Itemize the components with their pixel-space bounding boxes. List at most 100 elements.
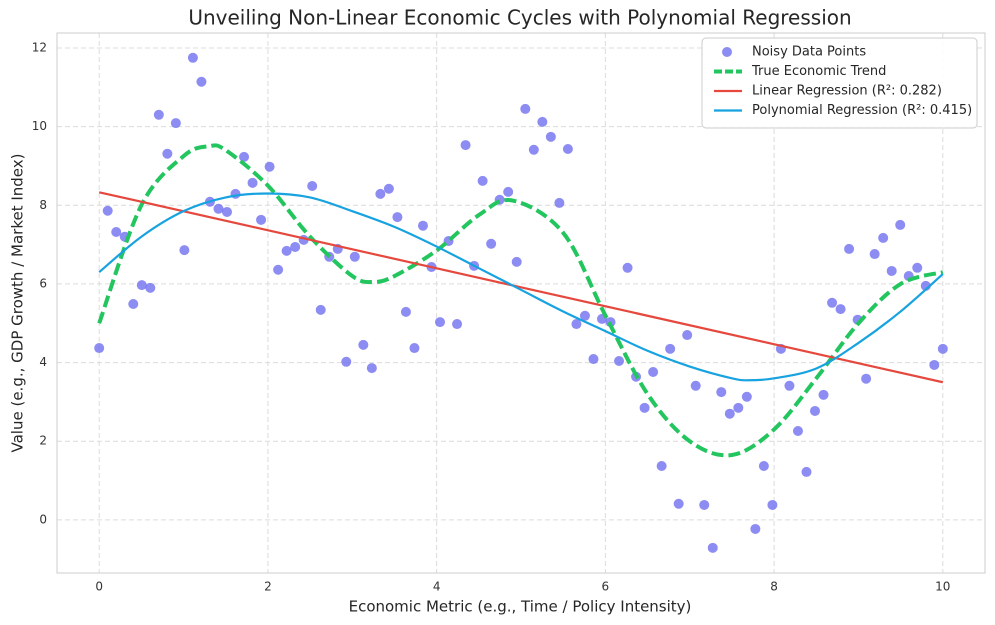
data-point — [699, 499, 710, 510]
data-point — [665, 343, 676, 354]
series-line — [98, 191, 944, 384]
data-point — [486, 238, 497, 249]
data-point — [264, 161, 275, 172]
legend-marker — [722, 47, 732, 57]
data-point — [247, 177, 258, 188]
data-point — [716, 387, 727, 398]
data-point — [187, 52, 198, 63]
data-point — [256, 214, 267, 225]
data-point — [273, 264, 284, 275]
data-point — [537, 116, 548, 127]
data-point — [520, 103, 531, 114]
series-line — [98, 192, 944, 382]
data-point — [400, 306, 411, 317]
data-point — [614, 356, 625, 367]
data-point — [366, 363, 377, 374]
data-point — [741, 391, 752, 402]
legend-label: True Economic Trend — [751, 64, 886, 79]
x-tick-label: 8 — [770, 580, 778, 594]
plot-frame — [56, 32, 986, 574]
grid — [57, 33, 985, 573]
data-point — [136, 280, 147, 291]
data-point — [588, 354, 599, 365]
data-point — [554, 197, 565, 208]
data-point — [196, 76, 207, 87]
y-tick-label: 4 — [39, 355, 47, 369]
data-point — [315, 304, 326, 315]
data-point — [724, 408, 735, 419]
chart-title: Unveiling Non-Linear Economic Cycles wit… — [188, 6, 851, 30]
legend-label: Noisy Data Points — [752, 45, 866, 60]
data-point — [383, 183, 394, 194]
data-point — [673, 498, 684, 509]
data-point — [349, 251, 360, 262]
data-point — [750, 523, 761, 534]
data-point — [758, 461, 769, 472]
data-point — [878, 232, 889, 243]
data-point — [784, 380, 795, 391]
data-point — [545, 131, 556, 142]
x-tick-label: 0 — [95, 580, 103, 594]
data-point — [409, 343, 420, 354]
data-point — [417, 220, 428, 231]
x-tick-label: 2 — [264, 580, 272, 594]
data-point — [869, 249, 880, 260]
data-point — [128, 298, 139, 309]
data-point — [358, 339, 369, 350]
data-point — [733, 402, 744, 413]
data-point — [682, 330, 693, 341]
data-point — [102, 205, 113, 216]
data-point — [767, 499, 778, 510]
data-point — [281, 245, 292, 256]
y-tick-label: 12 — [32, 40, 47, 54]
data-point — [511, 256, 522, 267]
data-point — [239, 151, 250, 162]
data-point — [801, 466, 812, 477]
data-point — [571, 319, 582, 330]
x-tick-label: 4 — [433, 580, 441, 594]
y-tick-label: 10 — [32, 119, 47, 133]
data-point — [153, 109, 164, 120]
data-point — [886, 265, 897, 276]
data-point — [392, 212, 403, 223]
data-point — [230, 188, 241, 199]
data-point — [827, 297, 838, 308]
data-point — [690, 380, 701, 391]
data-point — [145, 282, 156, 293]
data-point — [656, 461, 667, 472]
data-point — [707, 542, 718, 553]
data-point — [111, 227, 122, 238]
x-axis-label: Economic Metric (e.g., Time / Policy Int… — [349, 598, 692, 616]
data-point — [861, 373, 872, 384]
data-point — [221, 206, 232, 217]
data-point — [792, 426, 803, 437]
y-axis-label: Value (e.g., GDP Growth / Market Index) — [9, 154, 27, 453]
data-point — [929, 359, 940, 370]
data-point — [307, 180, 318, 191]
data-point — [528, 144, 539, 155]
data-point — [579, 310, 590, 321]
data-point — [810, 405, 821, 416]
data-point — [460, 140, 471, 151]
x-tick-label: 10 — [935, 580, 950, 594]
data-point — [435, 317, 446, 328]
legend-label: Linear Regression (R²: 0.282) — [752, 84, 942, 99]
data-point — [639, 402, 650, 413]
data-point — [477, 175, 488, 186]
data-point — [562, 144, 573, 155]
data-point — [503, 186, 514, 197]
data-point — [844, 243, 855, 254]
data-point — [162, 148, 173, 159]
legend-label: Polynomial Regression (R²: 0.415) — [752, 103, 972, 118]
data-point — [290, 241, 301, 252]
data-point — [937, 343, 948, 354]
data-point — [213, 203, 224, 214]
data-point — [622, 262, 633, 273]
data-point — [452, 319, 463, 330]
data-point — [912, 262, 923, 273]
data-point — [835, 304, 846, 315]
data-point — [179, 245, 190, 256]
data-point — [170, 118, 181, 129]
data-point — [648, 367, 659, 378]
